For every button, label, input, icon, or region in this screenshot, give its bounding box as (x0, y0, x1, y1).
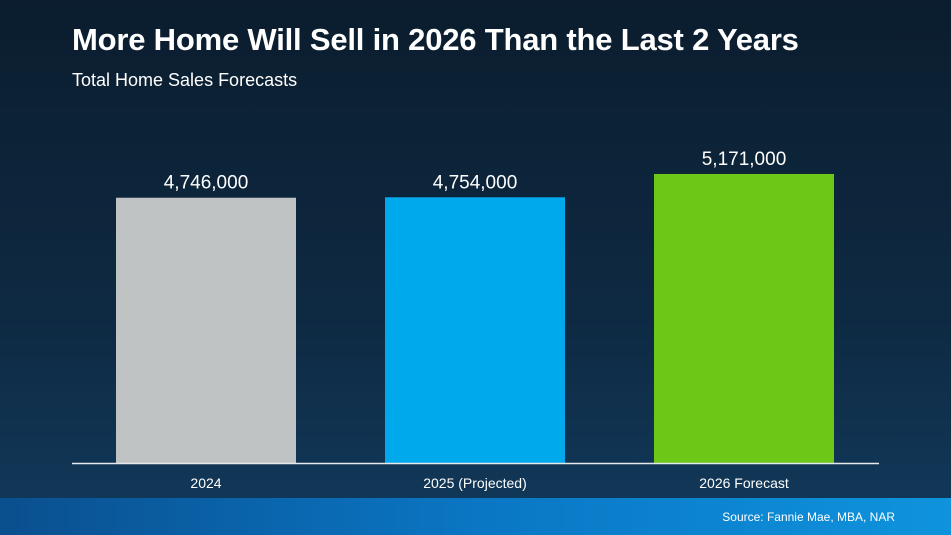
bar-1 (116, 197, 296, 464)
chart-subtitle: Total Home Sales Forecasts (72, 70, 298, 90)
x-tick-label: 2025 (Projected) (423, 475, 527, 491)
bar-value-label: 5,171,000 (702, 149, 787, 170)
footer-bar: Source: Fannie Mae, MBA, NAR (0, 498, 951, 535)
x-tick-label: 2026 Forecast (699, 475, 789, 491)
source-note: Source: Fannie Mae, MBA, NAR (722, 510, 895, 524)
chart-title: More Home Will Sell in 2026 Than the Las… (72, 22, 799, 57)
x-tick-label: 2024 (190, 475, 221, 491)
bar-value-label: 4,746,000 (164, 173, 249, 194)
bar-3 (654, 173, 834, 464)
bar-value-label: 4,754,000 (433, 172, 518, 193)
bar-2 (385, 197, 565, 464)
